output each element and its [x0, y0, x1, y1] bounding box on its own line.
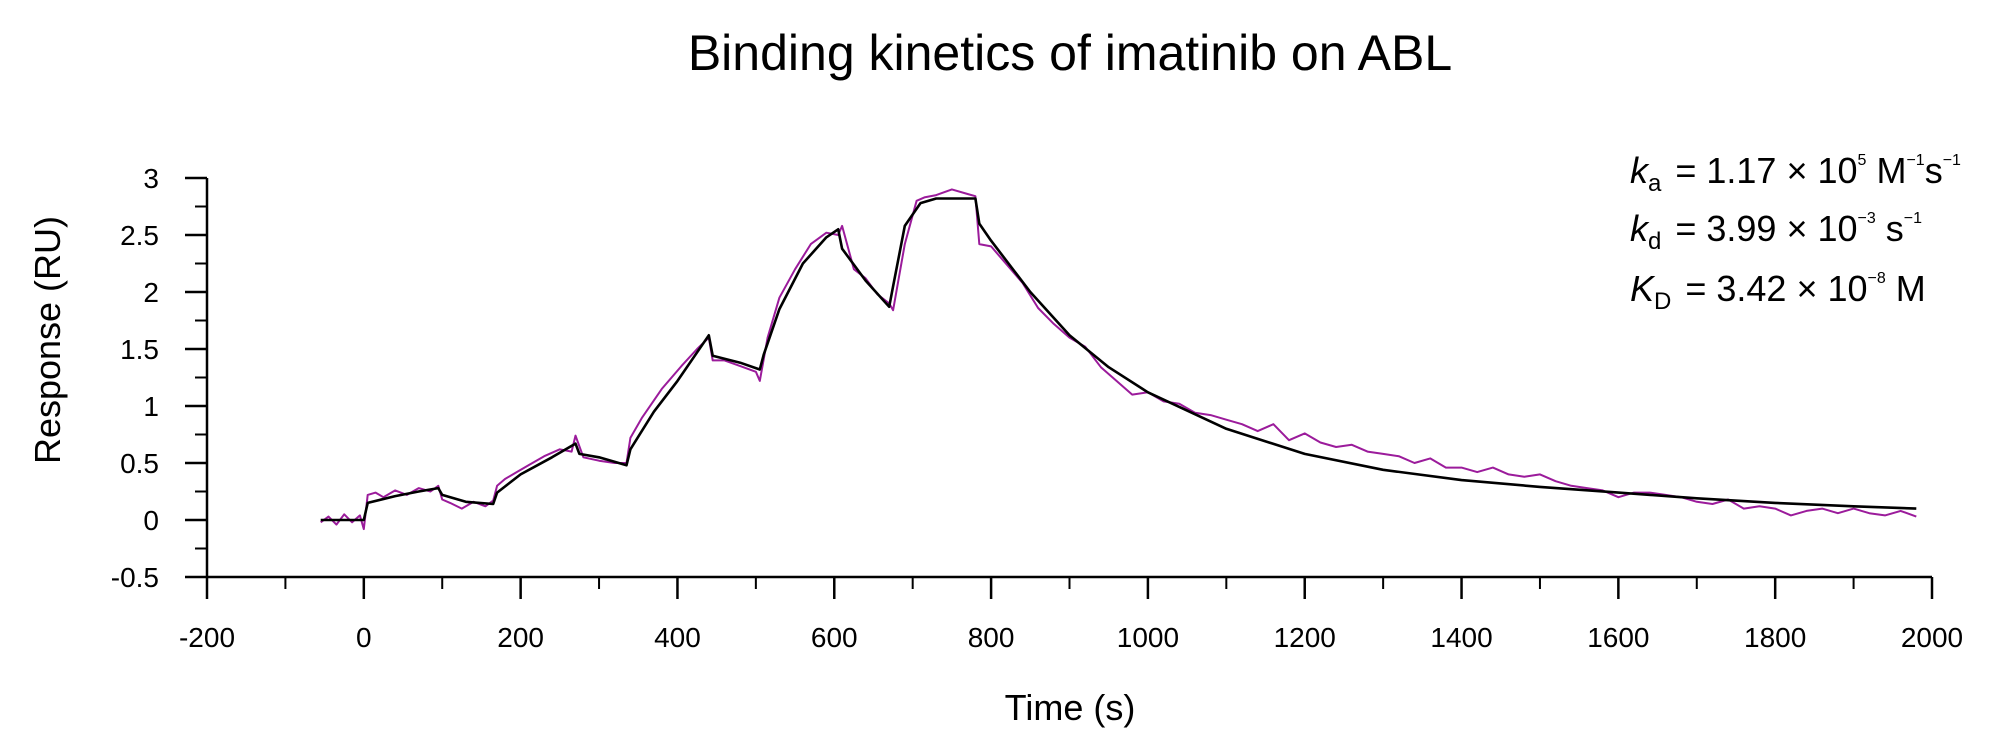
y-tick-label: 1	[143, 391, 159, 422]
x-tick-label: 1400	[1430, 622, 1492, 653]
y-axis-label: Response (RU)	[27, 216, 68, 464]
ka-symbol: k	[1630, 150, 1648, 191]
ka-subscript: a	[1648, 170, 1662, 197]
plot-group	[320, 188, 1917, 531]
ka-unit-2-exp: −1	[1942, 152, 1961, 169]
x-tick-label: 2000	[1901, 622, 1963, 653]
kd-symbol: k	[1630, 208, 1648, 249]
kd-value: = 3.99 × 10	[1675, 208, 1858, 249]
y-tick-label: 1.5	[120, 334, 159, 365]
kd-subscript: d	[1648, 228, 1662, 255]
ka-unit-2: s	[1924, 150, 1943, 191]
KD-subscript: D	[1654, 288, 1672, 315]
KD-symbol: K	[1630, 268, 1655, 309]
y-tick-label: 2	[143, 277, 159, 308]
x-tick-label: 1000	[1117, 622, 1179, 653]
KD-annotation: KD = 3.42 × 10−8 M	[1630, 268, 1926, 316]
KD-value: = 3.42 × 10	[1685, 268, 1868, 309]
y-tick-label: -0.5	[111, 562, 159, 593]
x-axis-label: Time (s)	[1005, 687, 1136, 728]
x-tick-label: 600	[811, 622, 858, 653]
x-tick-label: 1600	[1587, 622, 1649, 653]
KD-exponent: −8	[1867, 270, 1886, 287]
y-tick-label: 3	[143, 163, 159, 194]
ticks-group: -200 0 200 400 600 800 1000 1200 1400 1600 1800 200…	[111, 163, 1963, 653]
x-tick-label: -200	[179, 622, 235, 653]
ka-unit-1: M	[1876, 150, 1907, 191]
y-tick-label: 0	[143, 505, 159, 536]
x-tick-label: 0	[356, 622, 372, 653]
fit-curve	[320, 197, 1917, 522]
y-tick-label: 0.5	[120, 448, 159, 479]
y-tick-label: 2.5	[120, 220, 159, 251]
chart-title: Binding kinetics of imatinib on ABL	[687, 25, 1453, 81]
x-tick-label: 200	[497, 622, 544, 653]
x-tick-label: 1800	[1744, 622, 1806, 653]
KD-unit: M	[1895, 268, 1926, 309]
kd-annotation: kd = 3.99 × 10−3 s−1	[1630, 208, 1922, 256]
x-tick-label: 1200	[1274, 622, 1336, 653]
kd-unit-exp: −1	[1903, 210, 1923, 227]
ka-exponent: 5	[1857, 152, 1867, 169]
kd-exponent: −3	[1857, 210, 1876, 227]
ka-value: = 1.17 × 10	[1675, 150, 1858, 191]
measured-curve	[320, 188, 1917, 531]
kd-unit: s	[1885, 208, 1904, 249]
x-tick-label: 400	[654, 622, 701, 653]
ka-unit-1-exp: −1	[1906, 152, 1925, 169]
ka-annotation: ka = 1.17 × 105 M−1s−1	[1630, 150, 1961, 198]
x-tick-label: 800	[968, 622, 1015, 653]
